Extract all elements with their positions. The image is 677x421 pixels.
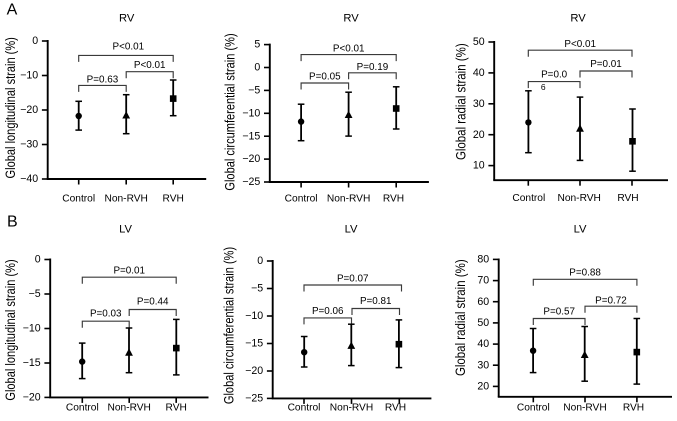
svg-text:50: 50 (473, 36, 485, 48)
svg-text:Control: Control (288, 403, 321, 414)
svg-text:−5: −5 (251, 283, 263, 295)
svg-text:0: 0 (254, 62, 260, 74)
svg-text:−25: −25 (245, 393, 263, 405)
svg-text:−10: −10 (23, 323, 41, 335)
svg-text:Global longitudinal strain (%): Global longitudinal strain (%) (3, 37, 19, 178)
svg-text:Global radial strain (%): Global radial strain (%) (452, 43, 468, 160)
svg-text:RVH: RVH (383, 193, 404, 204)
svg-text:P<0.01: P<0.01 (134, 60, 166, 71)
svg-text:P=0.03: P=0.03 (90, 309, 122, 320)
svg-text:6: 6 (541, 82, 546, 92)
svg-text:40: 40 (477, 338, 489, 350)
svg-text:10: 10 (473, 160, 485, 172)
svg-text:Global circumferential strain: Global circumferential strain (%) (221, 247, 237, 404)
svg-text:P=0.0: P=0.0 (541, 70, 568, 81)
svg-text:−15: −15 (23, 357, 41, 369)
svg-text:P=0.63: P=0.63 (87, 74, 119, 85)
svg-text:0: 0 (32, 35, 38, 47)
svg-text:P=0.01: P=0.01 (590, 59, 622, 70)
svg-text:0: 0 (35, 254, 41, 266)
svg-text:P=0.07: P=0.07 (337, 273, 369, 284)
svg-text:P=0.44: P=0.44 (137, 296, 169, 307)
svg-text:RVH: RVH (163, 193, 184, 204)
svg-text:P=0.19: P=0.19 (357, 62, 389, 73)
svg-text:40: 40 (473, 67, 485, 79)
svg-text:Control: Control (285, 193, 318, 204)
svg-text:−5: −5 (248, 85, 260, 97)
svg-text:LV: LV (119, 223, 132, 235)
svg-text:Control: Control (512, 193, 545, 204)
svg-text:80: 80 (477, 254, 489, 266)
svg-text:Control: Control (66, 403, 99, 414)
svg-text:P=0.05: P=0.05 (309, 72, 341, 83)
svg-text:Global circumferential strain: Global circumferential strain (%) (222, 33, 238, 190)
svg-text:60: 60 (477, 296, 489, 308)
svg-text:−20: −20 (242, 153, 260, 165)
svg-text:5: 5 (254, 39, 260, 51)
svg-text:−10: −10 (245, 310, 263, 322)
svg-text:Control: Control (62, 193, 95, 204)
svg-text:Global radial strain (%): Global radial strain (%) (452, 259, 468, 376)
svg-text:P<0.01: P<0.01 (113, 41, 145, 52)
svg-text:−25: −25 (242, 176, 260, 188)
svg-text:RVH: RVH (623, 403, 644, 414)
svg-text:−30: −30 (20, 139, 38, 151)
svg-text:P<0.01: P<0.01 (333, 43, 365, 54)
svg-text:−10: −10 (20, 70, 38, 82)
svg-text:−5: −5 (29, 288, 41, 300)
svg-text:70: 70 (477, 275, 489, 287)
svg-text:30: 30 (477, 359, 489, 371)
svg-text:Global longitudinal strain (%): Global longitudinal strain (%) (3, 259, 19, 400)
svg-text:P=0.88: P=0.88 (569, 267, 601, 278)
svg-text:−10: −10 (242, 107, 260, 119)
svg-text:Non-RVH: Non-RVH (327, 193, 370, 204)
svg-text:0: 0 (257, 255, 263, 267)
svg-text:P=0.06: P=0.06 (312, 306, 344, 317)
svg-text:−15: −15 (242, 130, 260, 142)
svg-text:Non-RVH: Non-RVH (330, 403, 373, 414)
svg-text:50: 50 (477, 317, 489, 329)
svg-text:−20: −20 (20, 104, 38, 116)
svg-text:Non-RVH: Non-RVH (107, 403, 150, 414)
svg-text:Non-RVH: Non-RVH (563, 403, 606, 414)
svg-text:20: 20 (473, 129, 485, 141)
svg-text:RV: RV (570, 12, 586, 24)
svg-text:LV: LV (345, 223, 358, 235)
svg-text:Non-RVH: Non-RVH (104, 193, 147, 204)
svg-text:B: B (7, 213, 18, 230)
svg-text:RV: RV (119, 12, 135, 24)
svg-text:LV: LV (574, 223, 587, 235)
svg-text:P=0.01: P=0.01 (113, 266, 145, 277)
svg-text:P=0.72: P=0.72 (595, 295, 627, 306)
svg-text:−20: −20 (245, 365, 263, 377)
svg-text:−15: −15 (245, 338, 263, 350)
svg-text:P=0.81: P=0.81 (360, 296, 392, 307)
svg-text:20: 20 (477, 381, 489, 393)
svg-text:Non-RVH: Non-RVH (557, 193, 600, 204)
svg-text:RVH: RVH (166, 403, 187, 414)
svg-text:−40: −40 (20, 173, 38, 185)
svg-text:P<0.01: P<0.01 (564, 39, 596, 50)
svg-text:RVH: RVH (617, 193, 638, 204)
svg-text:A: A (7, 2, 18, 19)
svg-text:RVH: RVH (385, 403, 406, 414)
svg-text:RV: RV (343, 12, 359, 24)
svg-text:P=0.57: P=0.57 (543, 307, 575, 318)
svg-text:Control: Control (517, 403, 550, 414)
svg-text:−20: −20 (23, 392, 41, 404)
svg-text:30: 30 (473, 98, 485, 110)
